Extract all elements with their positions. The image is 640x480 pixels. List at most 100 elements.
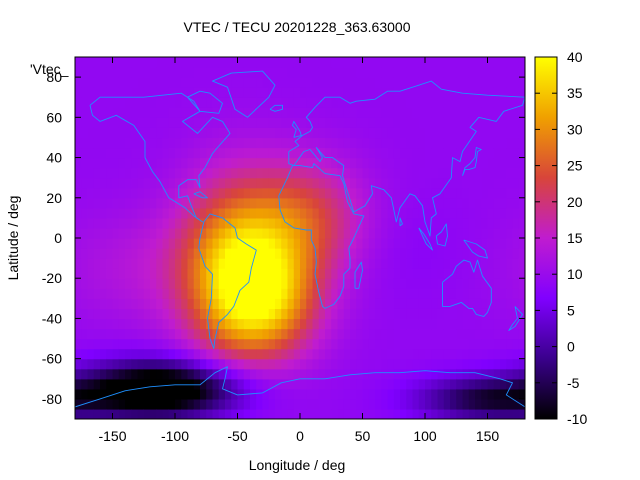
heatmap-cell <box>250 298 257 309</box>
heatmap-cell <box>518 127 525 139</box>
heatmap-cell <box>281 298 289 309</box>
heatmap-cell <box>318 147 326 159</box>
heatmap-cell <box>387 378 395 390</box>
heatmap-cell <box>512 368 520 380</box>
heatmap-cell <box>412 278 420 289</box>
heatmap-cell <box>150 398 157 410</box>
heatmap-cell <box>106 398 114 410</box>
heatmap-cell <box>343 258 351 269</box>
heatmap-cell <box>481 157 489 169</box>
heatmap-cell <box>112 378 120 390</box>
heatmap-cell <box>143 167 151 179</box>
heatmap-cell <box>162 328 170 340</box>
heatmap-cell <box>475 107 482 118</box>
heatmap-cell <box>200 147 207 159</box>
heatmap-cell <box>512 77 520 88</box>
heatmap-cell <box>275 177 282 189</box>
heatmap-cell <box>381 258 389 269</box>
heatmap-cell <box>487 157 495 169</box>
heatmap-cell <box>87 167 95 179</box>
heatmap-cell <box>256 207 264 219</box>
heatmap-cell <box>106 238 114 249</box>
heatmap-cell <box>425 318 432 330</box>
heatmap-cell <box>81 177 89 189</box>
heatmap-cell <box>212 298 220 309</box>
heatmap-cell <box>137 268 145 279</box>
heatmap-cell <box>293 137 301 149</box>
heatmap-cell <box>406 217 414 229</box>
heatmap-cell <box>312 167 320 179</box>
heatmap-cell <box>143 258 151 269</box>
heatmap-cell <box>93 67 101 78</box>
heatmap-cell <box>418 97 426 108</box>
heatmap-cell <box>325 258 332 269</box>
heatmap-cell <box>281 368 289 380</box>
heatmap-cell <box>431 157 439 169</box>
heatmap-cell <box>350 67 357 78</box>
heatmap-cell <box>443 258 451 269</box>
heatmap-cell <box>437 338 445 350</box>
heatmap-cell <box>300 57 307 68</box>
heatmap-cell <box>87 238 95 249</box>
heatmap-cell <box>156 177 164 189</box>
heatmap-cell <box>268 207 276 219</box>
heatmap-cell <box>200 408 207 419</box>
heatmap-cell <box>243 187 251 199</box>
heatmap-cell <box>456 107 464 118</box>
heatmap-cell <box>250 268 257 279</box>
heatmap-cell <box>450 207 457 219</box>
heatmap-cell <box>456 207 464 219</box>
heatmap-cell <box>412 57 420 68</box>
y-axis-label: Latitude / deg <box>5 196 21 281</box>
heatmap-cell <box>75 408 82 419</box>
heatmap-cell <box>237 117 245 128</box>
heatmap-cell <box>362 308 370 320</box>
heatmap-cell <box>506 127 514 139</box>
heatmap-cell <box>400 298 407 309</box>
heatmap-cell <box>287 268 295 279</box>
heatmap-cell <box>400 177 407 189</box>
heatmap-cell <box>425 268 432 279</box>
heatmap-cell <box>193 248 201 259</box>
heatmap-cell <box>437 268 445 279</box>
heatmap-cell <box>268 67 276 78</box>
heatmap-cell <box>256 197 264 209</box>
heatmap-cell <box>468 368 476 380</box>
heatmap-cell <box>356 258 364 269</box>
heatmap-cell <box>131 368 139 380</box>
heatmap-cell <box>112 248 120 259</box>
heatmap-cell <box>212 368 220 380</box>
heatmap-cell <box>425 348 432 360</box>
heatmap-cell <box>443 107 451 118</box>
heatmap-cell <box>112 167 120 179</box>
heatmap-cell <box>437 207 445 219</box>
heatmap-cell <box>250 117 257 128</box>
heatmap-cell <box>262 388 270 400</box>
heatmap-cell <box>268 57 276 68</box>
heatmap-cell <box>250 368 257 380</box>
heatmap-cell <box>475 348 482 360</box>
heatmap-cell <box>400 97 407 108</box>
heatmap-cell <box>237 238 245 249</box>
heatmap-cell <box>200 338 207 350</box>
heatmap-cell <box>256 227 264 239</box>
heatmap-cell <box>450 388 457 400</box>
heatmap-cell <box>318 187 326 199</box>
heatmap-cell <box>181 57 189 68</box>
heatmap-cell <box>281 358 289 370</box>
heatmap-cell <box>412 127 420 139</box>
heatmap-cell <box>287 358 295 370</box>
heatmap-cell <box>187 87 195 98</box>
heatmap-cell <box>456 248 464 259</box>
heatmap-cell <box>175 217 182 229</box>
heatmap-cell <box>412 318 420 330</box>
heatmap-cell <box>337 57 345 68</box>
heatmap-cell <box>418 137 426 149</box>
heatmap-cell <box>293 157 301 169</box>
heatmap-cell <box>231 408 239 419</box>
heatmap-cell <box>362 167 370 179</box>
heatmap-cell <box>187 77 195 88</box>
heatmap-cell <box>393 177 401 189</box>
heatmap-cell <box>162 137 170 149</box>
heatmap-cell <box>406 298 414 309</box>
